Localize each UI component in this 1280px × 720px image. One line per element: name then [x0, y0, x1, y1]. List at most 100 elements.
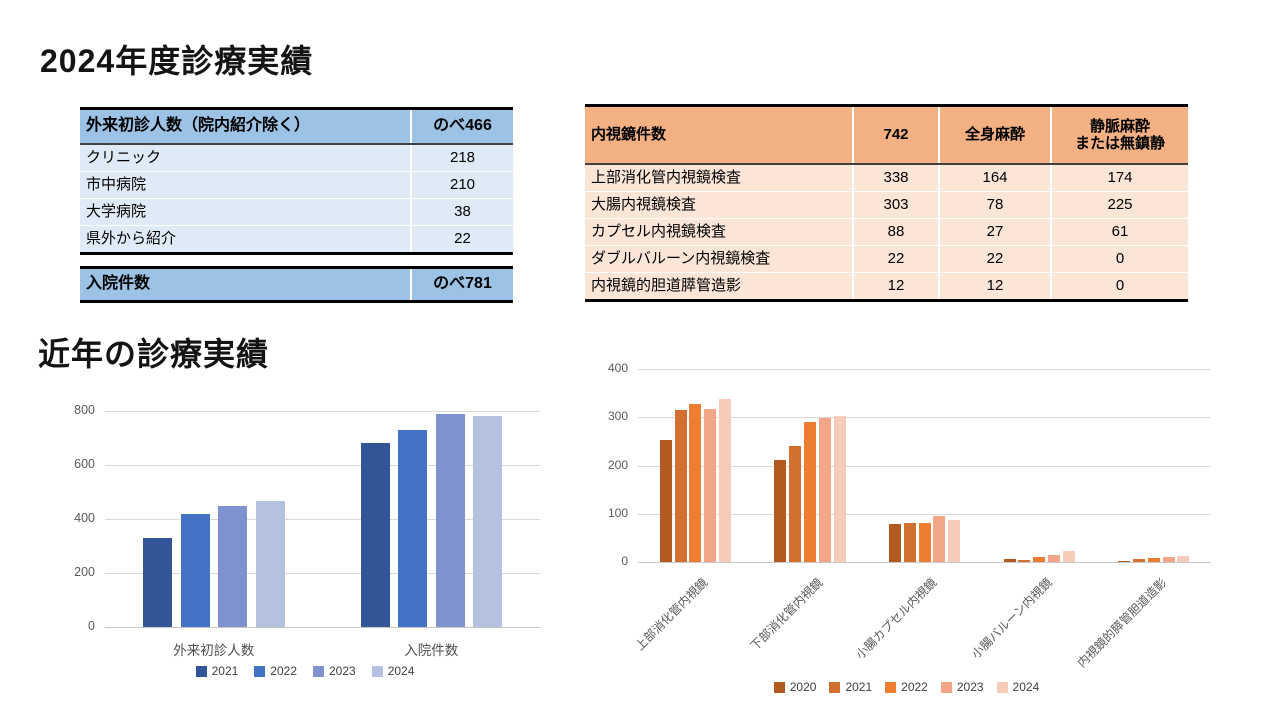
table-cell: 22 — [938, 246, 1050, 272]
y-axis-tick-label: 100 — [607, 505, 628, 520]
table-cell: 上部消化管内視鏡検査 — [591, 169, 742, 187]
bar-2021 — [1018, 559, 1031, 562]
table-cell: 27 — [938, 219, 1050, 245]
y-axis-tick-label: 200 — [74, 565, 95, 579]
table-row: ダブルバルーン内視鏡検査 22 22 0 — [585, 245, 1188, 272]
legend-swatch-icon — [940, 681, 952, 693]
bar-2020 — [1003, 559, 1016, 562]
table-row: 大腸内視鏡検査 303 78 225 — [585, 191, 1188, 218]
table-row: 大学病院 38 — [80, 198, 513, 225]
table-cell: 大腸内視鏡検査 — [591, 196, 697, 214]
y-axis-tick-label: 600 — [74, 457, 95, 471]
table-cell: ダブルバルーン内視鏡検査 — [591, 250, 771, 268]
category-label: 小腸カプセル内視鏡 — [853, 575, 940, 662]
category-label: 上部消化管内視鏡 — [632, 575, 711, 654]
legend-swatch-icon — [829, 681, 841, 693]
table-header-cell: 内視鏡件数 — [591, 126, 667, 144]
endoscopy-count-table: 内視鏡件数 742 全身麻酔 静脈麻酔 または無鎮静 上部消化管内視鏡検査 338 164 1… — [585, 104, 1188, 302]
legend-label: 2022 — [901, 680, 928, 694]
table-cell: カプセル内視鏡検査 — [591, 223, 727, 241]
chart-legend: 2021 2022 2023 2024 — [60, 664, 550, 678]
bar-2020 — [659, 440, 672, 562]
legend-label: 2024 — [1012, 680, 1040, 694]
x-axis-line — [105, 627, 540, 628]
bar-2024 — [1177, 556, 1190, 562]
legend-label: 2021 — [845, 680, 873, 694]
legend-swatch-icon — [254, 665, 266, 677]
table-cell: 338 — [852, 165, 938, 191]
table-cell: 県外から紹介 — [86, 230, 177, 248]
table-cell: 78 — [938, 192, 1050, 218]
table-cell: 22 — [852, 246, 938, 272]
patients-bar-chart: 0 200 400 600 800 外来初診人数 入院件数 2021 2022 2023 2024 — [60, 393, 550, 713]
y-axis-tick-label: 0 — [88, 619, 95, 633]
table-row: クリニック 218 — [80, 145, 513, 171]
legend-label: 2023 — [956, 680, 984, 694]
y-axis-tick-label: 400 — [74, 511, 95, 525]
table-cell: 164 — [938, 165, 1050, 191]
page-title-2024: 2024年度診療実績 — [40, 43, 314, 79]
bar-2024 — [1062, 551, 1075, 562]
table-row: 上部消化管内視鏡検査 338 164 174 — [585, 165, 1188, 191]
table-header-row: 入院件数 のべ781 — [80, 269, 513, 300]
category-label: 内視鏡的膵管胆道造影 — [1074, 575, 1170, 671]
bar-2023 — [218, 506, 247, 627]
y-axis-tick-label: 800 — [74, 403, 95, 417]
table-row: 県外から紹介 22 — [80, 225, 513, 252]
y-axis-tick-label: 400 — [607, 361, 628, 375]
category-label: 小腸バルーン内視鏡 — [968, 575, 1055, 662]
bar-2023 — [1047, 555, 1060, 562]
table-header-cell: 全身麻酔 — [938, 107, 1050, 163]
bar-2024 — [255, 501, 285, 627]
table-cell: 22 — [410, 226, 513, 252]
gridline — [105, 465, 540, 466]
legend-item-2023: 2023 — [940, 680, 984, 694]
table-cell: 61 — [1050, 219, 1188, 245]
table-header-row: 外来初診人数（院内紹介除く） のべ466 — [80, 110, 513, 145]
table-header-cell: 入院件数 — [86, 275, 151, 293]
table-header-cell: 742 — [852, 107, 938, 163]
legend-swatch-icon — [996, 681, 1008, 693]
gridline — [638, 513, 1211, 515]
x-axis-line — [638, 562, 1211, 563]
table-cell: 174 — [1050, 165, 1188, 191]
table-cell: 38 — [410, 199, 513, 225]
gridline — [638, 417, 1211, 419]
bar-2020 — [888, 523, 901, 562]
bar-2023 — [818, 417, 831, 562]
bar-2023 — [1162, 556, 1175, 562]
gridline — [105, 573, 540, 574]
legend-item-2021: 2021 — [195, 664, 239, 678]
table-row: カプセル内視鏡検査 88 27 61 — [585, 218, 1188, 245]
table-cell: 12 — [938, 273, 1050, 299]
category-label: 入院件数 — [404, 643, 459, 658]
gridline — [638, 465, 1211, 467]
y-axis-tick-label: 300 — [607, 409, 628, 424]
legend-item-2022: 2022 — [885, 680, 928, 694]
legend-item-2024: 2024 — [996, 680, 1040, 694]
bar-2023 — [435, 413, 465, 627]
legend-swatch-icon — [195, 665, 207, 677]
table-cell: 210 — [410, 172, 513, 198]
table-cell: 0 — [1050, 273, 1188, 299]
legend-label: 2021 — [211, 664, 239, 678]
bar-2021 — [789, 446, 802, 562]
table-cell: 市中病院 — [86, 176, 147, 194]
bar-2021 — [360, 442, 390, 627]
table-row: 市中病院 210 — [80, 171, 513, 198]
table-header-row: 内視鏡件数 742 全身麻酔 静脈麻酔 または無鎮静 — [585, 107, 1188, 165]
bar-2022 — [689, 404, 702, 562]
y-axis-tick-label: 0 — [621, 554, 628, 568]
bar-2024 — [718, 398, 731, 562]
gridline — [638, 369, 1211, 370]
bar-2020 — [1118, 560, 1131, 562]
legend-swatch-icon — [885, 681, 897, 693]
table-cell: クリニック — [86, 149, 162, 167]
bar-2022 — [918, 522, 931, 562]
legend-swatch-icon — [371, 665, 383, 677]
table-header-cell: のべ466 — [410, 110, 513, 143]
table-header-cell: 外来初診人数（院内紹介除く） — [86, 117, 311, 135]
gridline — [105, 519, 540, 520]
bar-2022 — [1147, 557, 1160, 562]
